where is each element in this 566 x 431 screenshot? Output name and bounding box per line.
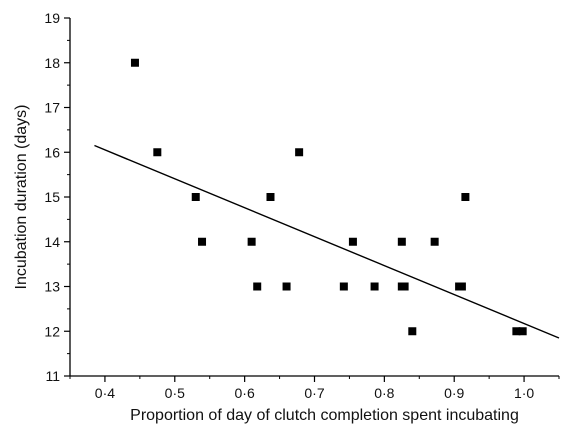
data-point [518, 327, 527, 336]
data-point [348, 237, 357, 246]
axes [69, 18, 559, 377]
data-point [130, 58, 139, 67]
y-tick-label: 12 [44, 323, 60, 339]
data-point [191, 193, 200, 201]
data-point [408, 327, 417, 336]
data-point [512, 327, 521, 336]
y-tick-label: 19 [44, 10, 60, 26]
x-tick-label: 0·8 [374, 385, 394, 401]
x-tick-label: 0·6 [235, 385, 255, 401]
regression-line-group [94, 144, 560, 339]
x-tick-label: 0·7 [304, 385, 324, 401]
y-axis-label: Incubation duration (days) [13, 105, 30, 290]
x-axis-ticks: 0·4 0·5 0·6 0·7 0·8 0·9 1·0 [69, 376, 560, 401]
x-axis-label: Proportion of day of clutch completion s… [130, 407, 519, 424]
x-tick-label: 0·5 [165, 385, 185, 401]
data-point [370, 282, 379, 291]
y-tick-label: 17 [44, 100, 60, 116]
data-point [430, 237, 439, 246]
y-tick-label: 18 [44, 55, 60, 71]
data-point [153, 148, 162, 157]
y-tick-label: 15 [44, 189, 60, 205]
data-point [247, 237, 256, 246]
regression-line [94, 144, 560, 339]
data-point [457, 282, 466, 291]
data-points [130, 58, 527, 336]
data-point [266, 193, 275, 201]
data-point [295, 148, 304, 157]
x-tick-label: 0·9 [444, 385, 464, 401]
data-point [253, 282, 262, 291]
y-tick-label: 16 [44, 144, 60, 160]
x-tick-label: 0·4 [95, 385, 115, 401]
y-tick-label: 11 [45, 368, 60, 384]
y-tick-label: 14 [44, 234, 60, 250]
data-point [461, 193, 470, 201]
data-point [400, 282, 409, 291]
data-point [282, 282, 291, 291]
data-point [397, 237, 406, 246]
data-point [339, 282, 348, 291]
data-point [198, 237, 207, 246]
y-tick-label: 13 [44, 279, 60, 295]
y-axis-ticks: 11 12 13 14 15 16 17 18 19 [44, 10, 70, 384]
x-tick-label: 1·0 [514, 385, 534, 401]
